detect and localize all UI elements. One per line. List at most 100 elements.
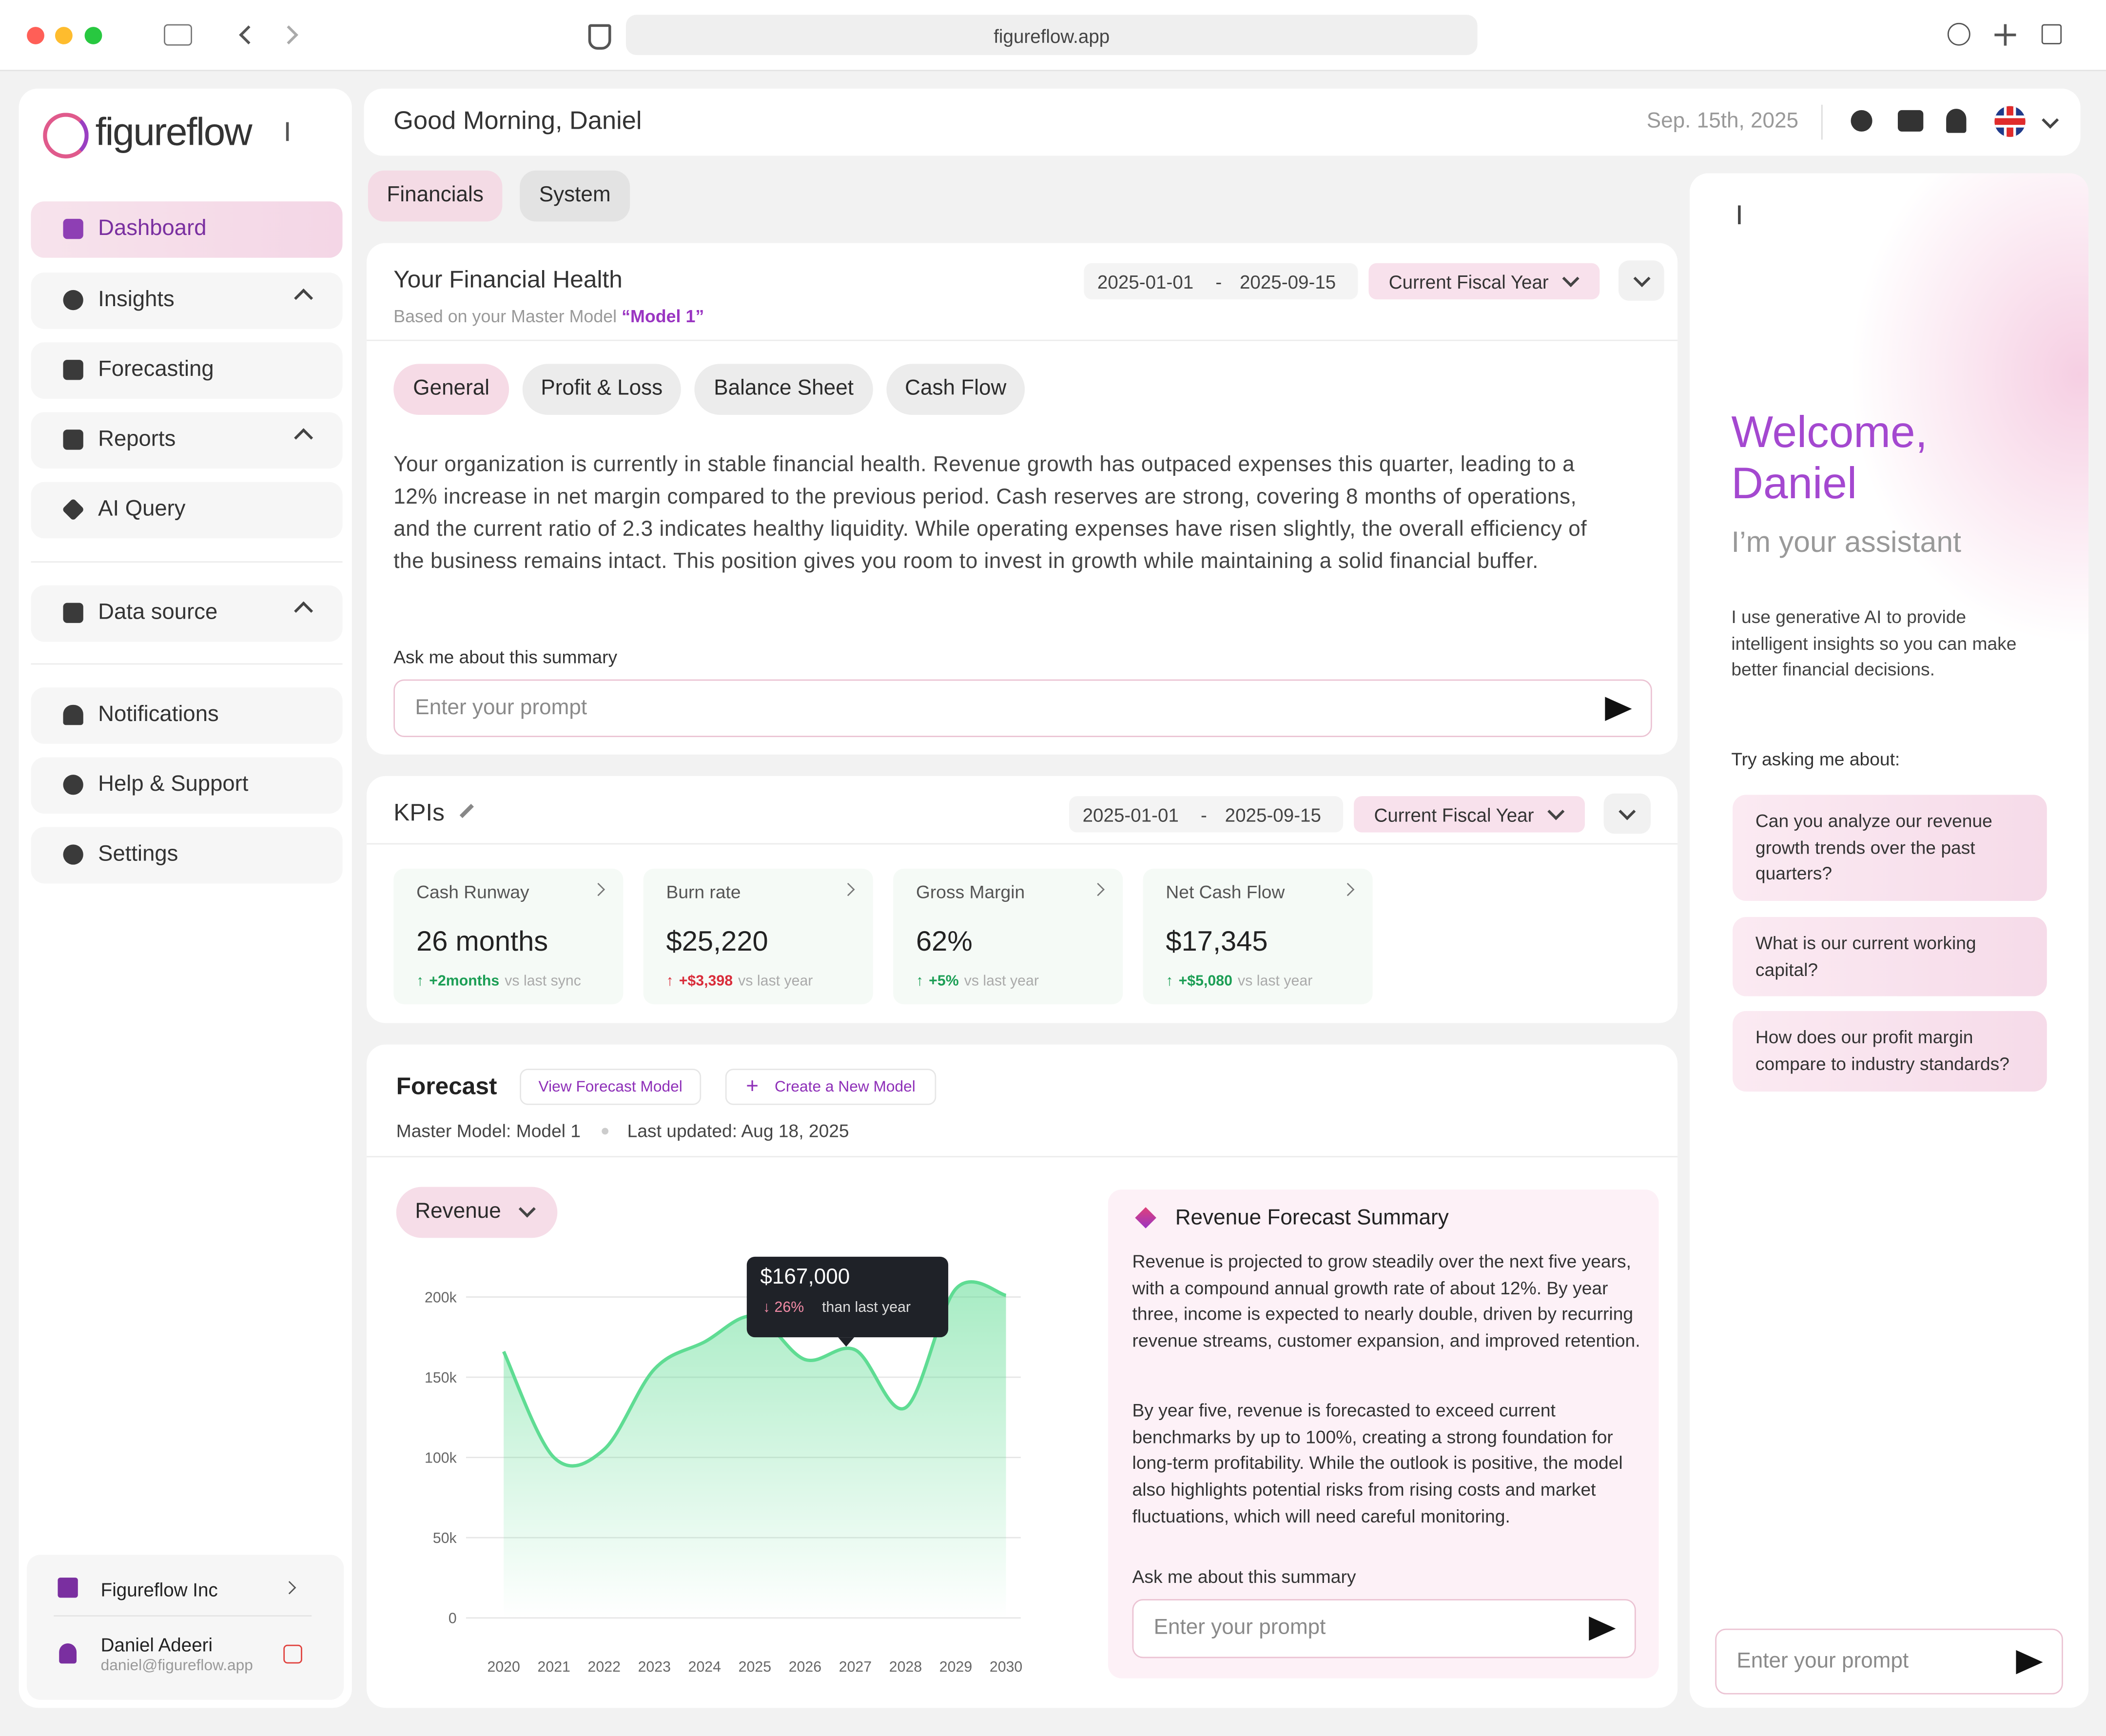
subtab[interactable]: Profit & Loss [522,364,681,415]
suggestion[interactable]: How does our profit margin compare to in… [1733,1011,2047,1092]
browser-bar: figureflow.app [0,0,2106,71]
prompt-input[interactable]: Enter your prompt [1715,1628,2063,1695]
period-select[interactable]: Current Fiscal Year [1354,796,1585,833]
kpi[interactable]: Gross Margin 62% ↑ +5% vs last year [893,868,1123,1005]
nav-label: Reports [98,427,176,451]
subtab[interactable]: Cash Flow [886,364,1025,415]
kpi-label: Burn rate [666,882,741,902]
x-tick-label: 2028 [889,1659,922,1675]
x-tick-label: 2030 [990,1659,1022,1675]
feedback-button[interactable] [1897,110,1924,132]
date: Sep. 15th, 2025 [1646,110,1799,133]
expand-button[interactable] [1618,260,1664,301]
nav-item[interactable]: Reports [31,412,343,469]
forward-button[interactable] [279,25,298,45]
kpi[interactable]: Net Cash Flow $17,345 ↑ +$5,080 vs last year [1143,868,1373,1005]
period-select[interactable]: Current Fiscal Year [1368,263,1600,300]
x-tick-label: 2022 [588,1659,621,1675]
x-tick-label: 2020 [487,1659,520,1675]
language-flag[interactable] [1994,106,2026,137]
url: figureflow.app [994,25,1110,47]
nav-label: Insights [98,287,175,312]
tab[interactable]: Financials [368,170,503,222]
x-tick-label: 2025 [739,1659,771,1675]
collapse-sidebar[interactable] [286,122,308,141]
ask-label: Ask me about this summary [393,647,618,667]
downloads-button[interactable] [1947,22,1970,46]
kpi[interactable]: Burn rate $25,220 ↑ +$3,398 vs last year [643,868,873,1005]
forecast-chart: 0 50k 100k 150k 200k 2020 2021 2022 2023 2024 2025… [425,1280,1022,1675]
minimize-button[interactable] [55,27,73,44]
suggestion[interactable]: What is our current working capital? [1733,917,2047,996]
tab[interactable]: System [520,170,630,222]
intro: I use generative AI to provide intellige… [1731,606,2017,680]
org-icon [58,1578,78,1598]
address-bar[interactable]: figureflow.app [625,15,1478,55]
brand: figureflow [95,111,253,155]
kpi-label: Cash Runway [416,882,529,902]
tooltip-value: $167,000 [760,1266,850,1289]
expand-button[interactable] [1603,793,1651,834]
new-tab-button-bar [2004,24,2006,46]
nav-item[interactable]: Notifications [31,687,343,744]
plus-icon: + [746,1074,759,1098]
date-from: 2025-01-01 [1082,804,1179,826]
logout-button[interactable] [283,1644,302,1664]
header [364,88,2081,156]
summary-paragraph: Revenue is projected to grow steadily ov… [1132,1251,1640,1351]
suggestion[interactable]: Can you analyze our revenue growth trend… [1733,795,2047,901]
metric-select[interactable]: Revenue [396,1187,558,1238]
prompt-input[interactable]: Enter your prompt [393,679,1652,738]
nav-item[interactable]: Forecasting [31,342,343,399]
prompt-input[interactable]: Enter your prompt [1132,1599,1636,1658]
date-range[interactable]: 2025-01-01 - 2025-09-15 [1069,796,1344,833]
suggestion-text: How does our profit margin compare to in… [1755,1027,2009,1073]
divider [367,843,1678,845]
kpi-note: vs last sync [505,973,581,990]
subtab-label: Balance Sheet [714,377,854,400]
kpi-arrow [591,882,605,897]
suggestion-text: Can you analyze our revenue growth trend… [1755,811,1992,884]
y-tick-label: 150k [425,1370,457,1386]
subtab[interactable]: Balance Sheet [694,364,873,415]
x-tick-label: 2021 [537,1659,570,1675]
nav-item[interactable]: Data source [31,585,343,642]
nav-label: AI Query [98,497,186,521]
nav-item[interactable]: Settings [31,827,343,884]
send-button[interactable] [1605,696,1632,721]
kpi-value: $25,220 [666,926,768,957]
kpi[interactable]: Cash Runway 26 months ↑ +2months vs last syn… [393,868,624,1005]
kpi-value: 62% [916,926,973,957]
user-name: Daniel Adeeri [100,1634,213,1656]
tabs-button[interactable] [2041,24,2062,44]
date-range[interactable]: 2025-01-01 - 2025-09-15 [1084,263,1358,300]
y-tick-label: 0 [448,1611,457,1627]
last-updated: Last updated: Aug 18, 2025 [627,1121,849,1141]
org-name[interactable]: Figureflow Inc [100,1579,218,1600]
notifications-button[interactable] [1946,109,1967,133]
send-button[interactable] [1589,1616,1616,1641]
nav-item[interactable]: AI Query [31,482,343,539]
close-button[interactable] [27,27,44,44]
kpi-change: ↑ +$3,398 vs last year [666,974,813,990]
collapse-assistant[interactable] [1719,205,1741,224]
back-button[interactable] [239,25,258,45]
date-from: 2025-01-01 [1097,271,1194,293]
nav-label: Notifications [98,702,219,726]
sidebar-toggle[interactable] [164,24,192,46]
zoom-button[interactable] [84,27,102,44]
create-model-button[interactable]: + Create a New Model [725,1069,936,1105]
send-button[interactable] [2016,1649,2043,1674]
subtab[interactable]: General [393,364,509,415]
search-button[interactable] [1851,110,1872,132]
nav-item[interactable]: Help & Support [31,757,343,814]
kpi-arrow-up: ↑ [916,973,924,990]
nav-item[interactable]: Dashboard [31,201,343,258]
summary-title: Revenue Forecast Summary [1175,1207,1449,1230]
x-tick-label: 2026 [789,1659,821,1675]
nav-label: Dashboard [98,216,207,240]
view-model-button[interactable]: View Forecast Model [520,1069,702,1105]
kpi-note: vs last year [964,973,1039,990]
nav-item[interactable]: Insights [31,273,343,329]
